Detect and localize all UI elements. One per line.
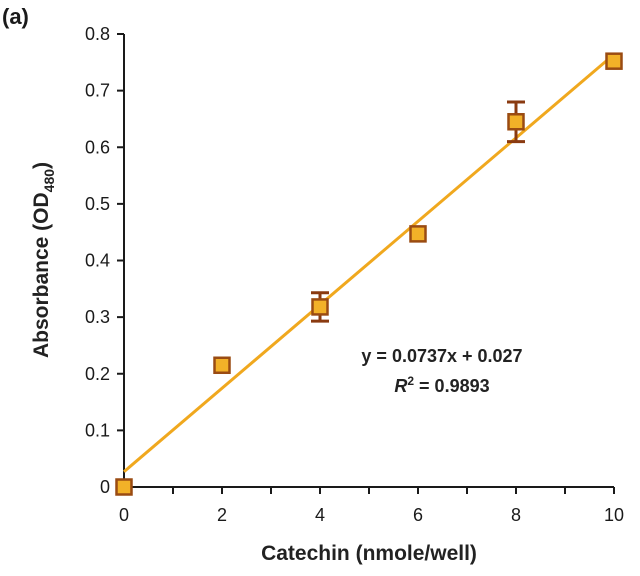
trendline-equation: y = 0.0737x + 0.027 [361, 346, 522, 366]
y-tick-label: 0.4 [85, 251, 110, 271]
x-tick-label: 2 [217, 505, 227, 525]
data-point [409, 225, 427, 243]
y-tick-label: 0.3 [85, 307, 110, 327]
y-tick-label: 0 [100, 477, 110, 497]
data-point [213, 356, 231, 375]
r-squared-label: R2 = 0.9893 [394, 374, 489, 396]
x-tick-label: 0 [119, 505, 129, 525]
r-squared-value: = 0.9893 [414, 376, 490, 396]
y-tick-label: 0.8 [85, 24, 110, 44]
data-point [507, 113, 525, 131]
x-tick-label: 10 [604, 505, 624, 525]
y-tick-label: 0.2 [85, 364, 110, 384]
y-axis-ticks: 0 0.1 0.2 0.3 0.4 0.5 0.6 0.7 0.8 [85, 24, 124, 497]
axes [123, 34, 614, 488]
y-axis-title: Absorbance (OD480) [30, 162, 57, 358]
error-bars [311, 100, 525, 323]
r-squared-superscript: 2 [407, 374, 414, 388]
x-tick-label: 8 [511, 505, 521, 525]
x-tick-label: 6 [413, 505, 423, 525]
y-axis-title-main: Absorbance (OD [30, 192, 53, 358]
x-tick-label: 4 [315, 505, 325, 525]
y-tick-label: 0.6 [85, 137, 110, 157]
data-point [605, 52, 623, 70]
r-squared-symbol: R [394, 376, 407, 396]
data-markers [115, 52, 623, 496]
trendline [123, 53, 615, 473]
y-axis-title-subscript: 480 [41, 169, 57, 193]
panel-label: (a) [2, 4, 29, 29]
y-tick-label: 0.1 [85, 420, 110, 440]
y-axis-title-close: ) [30, 162, 53, 169]
x-axis-title: Catechin (nmole/well) [261, 542, 477, 565]
x-axis-ticks: 0 2 4 6 8 10 [119, 487, 624, 525]
data-point [115, 478, 133, 496]
y-tick-label: 0.7 [85, 81, 110, 101]
data-point [311, 298, 329, 316]
y-tick-label: 0.5 [85, 194, 110, 214]
